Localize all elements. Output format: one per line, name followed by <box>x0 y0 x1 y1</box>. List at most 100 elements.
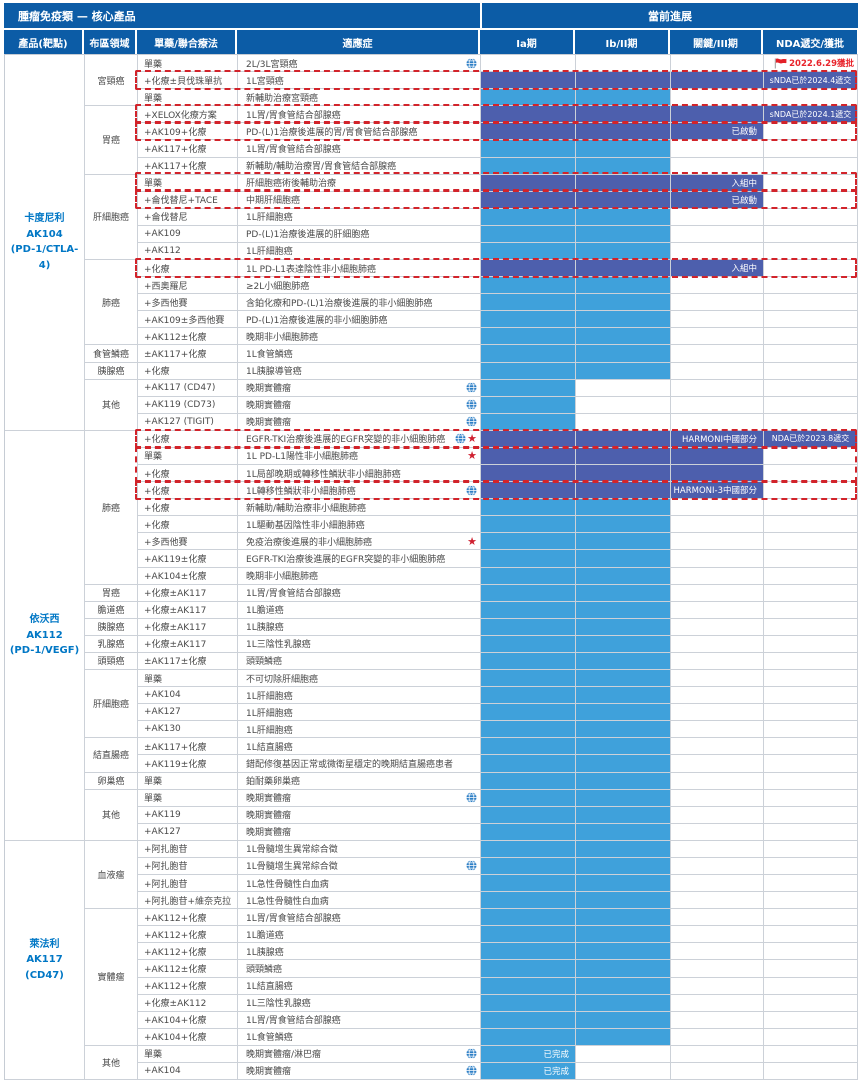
indication-cell: 1L宮頸癌 <box>238 72 481 90</box>
phase-cell-nda <box>764 225 858 243</box>
therapy-cell: +化療 <box>138 260 238 278</box>
therapy-cell: +AK109+化療 <box>138 123 238 141</box>
therapy-cell: +侖伐替尼+TACE <box>138 191 238 209</box>
phase-cell-ia <box>481 670 576 688</box>
area-cell: 宮頸癌 <box>85 55 138 107</box>
therapy-cell: +化療 <box>138 516 238 534</box>
phase-cell-pivotal <box>671 55 764 73</box>
phase-cell-pivotal <box>671 909 764 927</box>
indication-text: 1L結直腸癌 <box>246 982 293 993</box>
indication-text: 1L肝細胞癌 <box>246 247 293 258</box>
phase-cell-ia <box>481 840 576 858</box>
globe-icon <box>466 416 477 428</box>
phase-cell-ia <box>481 140 576 158</box>
phase-cell-pivotal <box>671 755 764 773</box>
phase-cell-ib2 <box>576 823 671 841</box>
indication-text: 1L骨髓增生異常綜合徵 <box>246 862 338 873</box>
indication-text: 晚期實體瘤 <box>246 1067 292 1078</box>
phase-cell-pivotal <box>671 926 764 944</box>
area-cell: 膽道癌 <box>85 601 138 619</box>
phase-cell-ib2 <box>576 670 671 688</box>
phase-cell-ib2 <box>576 567 671 585</box>
therapy-cell: +AK104 <box>138 687 238 705</box>
phase-cell-pivotal <box>671 1045 764 1063</box>
indication-cell: 1L胃/胃食管結合部腺癌 <box>238 140 481 158</box>
progress-bar-label: 已啟動 <box>731 127 757 138</box>
progress-bar-label: 已完成 <box>543 1066 569 1077</box>
phase-cell-ia <box>481 379 576 397</box>
therapy-cell: ±AK117+化療 <box>138 738 238 756</box>
indication-text: 含鉑化療和PD-(L)1治療後進展的非小細胞肺癌 <box>246 298 433 309</box>
indication-text: 1L肝細胞癌 <box>246 691 293 702</box>
indication-cell: 1L三陰性乳腺癌 <box>238 635 481 653</box>
therapy-cell: +AK104+化療 <box>138 1028 238 1046</box>
therapy-cell: +AK112+化療 <box>138 977 238 995</box>
phase-cell-ia <box>481 174 576 192</box>
indication-icons <box>466 55 477 71</box>
indication-cell: 1L驅動基因陰性非小細胞肺癌 <box>238 516 481 534</box>
therapy-cell: +AK112+化療 <box>138 909 238 927</box>
therapy-cell: +AK112±化療 <box>138 328 238 346</box>
indication-text: 晚期實體瘤 <box>246 401 292 412</box>
phase-cell-ia <box>481 823 576 841</box>
indication-text: 晚期實體瘤 <box>246 794 292 805</box>
phase-cell-nda <box>764 635 858 653</box>
area-cell: 食管鱗癌 <box>85 345 138 363</box>
indication-text: 1L三陰性乳腺癌 <box>246 999 311 1010</box>
therapy-cell: +化療 <box>138 430 238 448</box>
phase-cell-pivotal: 已啟動 <box>671 191 764 209</box>
phase-cell-nda <box>764 516 858 534</box>
indication-cell: 1L胃/胃食管結合部腺癌 <box>238 1011 481 1029</box>
nda-status-text: NDA已於2023.8遞交 <box>771 434 850 444</box>
indication-cell: 1L膽道癌 <box>238 926 481 944</box>
indication-icons <box>466 414 477 430</box>
phase-cell-nda <box>764 123 858 141</box>
phase-cell-nda <box>764 157 858 175</box>
phase-cell-pivotal: 入組中 <box>671 260 764 278</box>
indication-cell: 1L肝細胞癌 <box>238 704 481 722</box>
phase-cell-ia <box>481 345 576 363</box>
area-cell: 胰腺癌 <box>85 362 138 380</box>
indication-text: 1L局部晚期或轉移性鱗狀非小細胞肺癌 <box>246 469 401 480</box>
indication-cell: 1L三陰性乳腺癌 <box>238 994 481 1012</box>
phase-cell-pivotal <box>671 704 764 722</box>
area-cell: 肝細胞癌 <box>85 670 138 739</box>
phase-cell-ib2 <box>576 55 671 73</box>
indication-icons <box>466 1046 477 1062</box>
phase-cell-pivotal <box>671 584 764 602</box>
phase-cell-ia <box>481 465 576 483</box>
phase-cell-ia <box>481 89 576 107</box>
phase-cell-ia <box>481 789 576 807</box>
star-icon: ★ <box>467 534 477 548</box>
globe-icon <box>466 399 477 411</box>
phase-cell-pivotal <box>671 772 764 790</box>
phase-cell-ia <box>481 55 576 73</box>
phase-cell-nda <box>764 379 858 397</box>
therapy-cell: +阿扎胞苷 <box>138 875 238 893</box>
area-cell: 結直腸癌 <box>85 738 138 773</box>
phase-cell-pivotal <box>671 396 764 414</box>
indication-text: 1L胃/胃食管結合部腺癌 <box>246 1016 341 1027</box>
phase-cell-ib2 <box>576 943 671 961</box>
indication-cell: 1L胃/胃食管結合部腺癌 <box>238 584 481 602</box>
phase-cell-pivotal <box>671 994 764 1012</box>
phase-cell-nda <box>764 909 858 927</box>
col-header-indication: 適應症 <box>237 30 480 54</box>
phase-cell-ia <box>481 311 576 329</box>
indication-text: 1L胰腺導管癌 <box>246 367 302 378</box>
phase-cell-pivotal: 入組中 <box>671 174 764 192</box>
indication-cell: 晚期實體瘤 <box>238 379 481 397</box>
phase-cell-pivotal <box>671 635 764 653</box>
indication-cell: 1L急性骨髓性白血病 <box>238 892 481 910</box>
phase-cell-pivotal <box>671 721 764 739</box>
phase-cell-pivotal <box>671 499 764 517</box>
indication-cell: 中期肝細胞癌 <box>238 191 481 209</box>
indication-cell: 晚期非小細胞肺癌 <box>238 567 481 585</box>
phase-cell-nda <box>764 311 858 329</box>
phase-cell-ia <box>481 875 576 893</box>
phase-cell-ib2 <box>576 260 671 278</box>
therapy-cell: 單藥 <box>138 89 238 107</box>
indication-icons: ★ <box>467 448 477 464</box>
indication-cell: 1L食管鱗癌 <box>238 345 481 363</box>
indication-cell: 晚期非小細胞肺癌 <box>238 328 481 346</box>
